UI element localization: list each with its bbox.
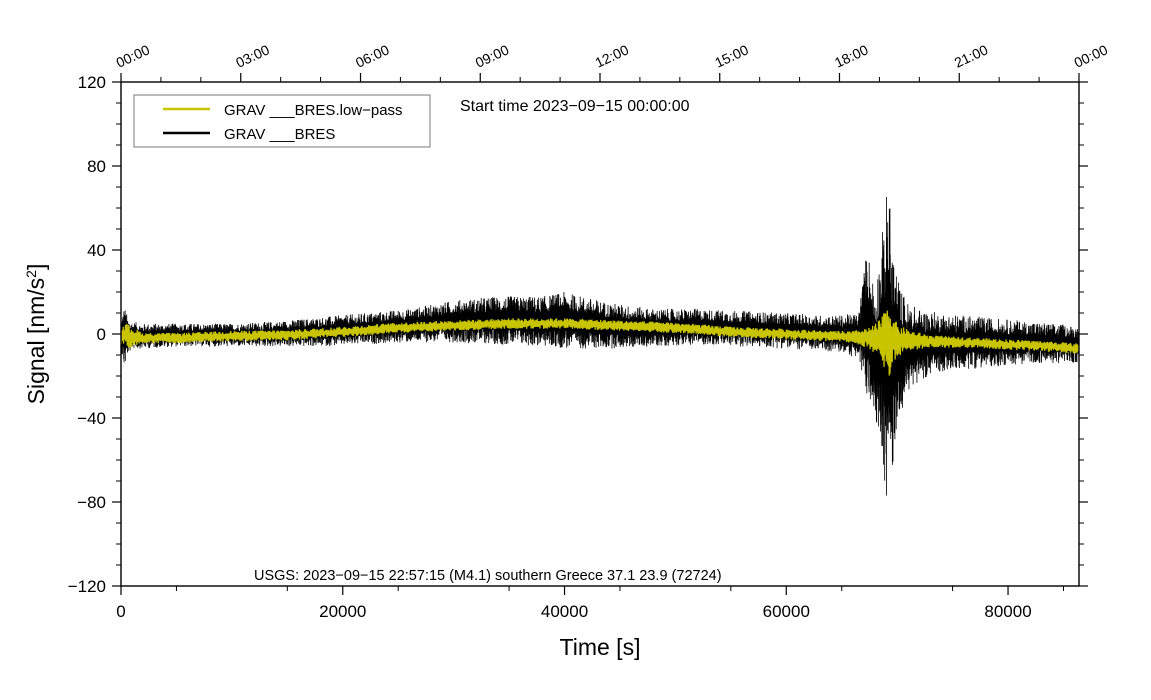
- y-tick-label-5: −80: [77, 493, 106, 512]
- legend-label-raw: GRAV ___BRES: [224, 126, 335, 143]
- top-tick-label-8: 00:00: [1072, 41, 1111, 70]
- y-axis-title: Signal [nm/s2]: [23, 264, 49, 405]
- series-raw-line: [121, 196, 1079, 496]
- y-tick-label-6: −120: [68, 577, 106, 596]
- y-axis-title-sup: 2: [23, 270, 39, 278]
- y-axis-title-main: Signal [nm/s: [23, 278, 49, 405]
- x-axis-title: Time [s]: [560, 634, 641, 660]
- top-tick-label-7: 21:00: [952, 41, 991, 70]
- legend-label-lowpass: GRAV ___BRES.low−pass: [224, 102, 403, 119]
- plot-frame: [120, 81, 1080, 587]
- plot-area: [121, 196, 1079, 496]
- top-tick-label-0: 00:00: [114, 41, 153, 70]
- y-tick-label-3: 0: [97, 325, 106, 344]
- event-annotation: USGS: 2023−09−15 22:57:15 (M4.1) souther…: [254, 568, 722, 584]
- top-tick-label-1: 03:00: [233, 41, 272, 70]
- tick-marks: [112, 73, 1088, 595]
- legend: GRAV ___BRES.low−pass GRAV ___BRES: [133, 94, 431, 148]
- y-tick-label-4: −40: [77, 409, 106, 428]
- y-tick-label-1: 80: [87, 157, 106, 176]
- y-tick-label-2: 40: [87, 241, 106, 260]
- x-tick-label-2: 40000: [541, 602, 588, 621]
- series-lowpass-line: [121, 310, 1079, 376]
- top-tick-label-5: 15:00: [712, 41, 751, 70]
- x-tick-label-4: 80000: [984, 602, 1031, 621]
- x-tick-label-1: 20000: [319, 602, 366, 621]
- legend-box: [133, 94, 431, 148]
- x-tick-label-3: 60000: [763, 602, 810, 621]
- top-tick-label-6: 18:00: [832, 41, 871, 70]
- x-tick-label-0: 0: [116, 602, 125, 621]
- y-tick-label-0: 120: [78, 73, 106, 92]
- y-axis-title-close: ]: [23, 264, 49, 270]
- top-tick-label-2: 06:00: [353, 41, 392, 70]
- top-tick-label-4: 12:00: [593, 41, 632, 70]
- top-tick-label-3: 09:00: [473, 41, 512, 70]
- start-time-annotation: Start time 2023−09−15 00:00:00: [460, 98, 690, 115]
